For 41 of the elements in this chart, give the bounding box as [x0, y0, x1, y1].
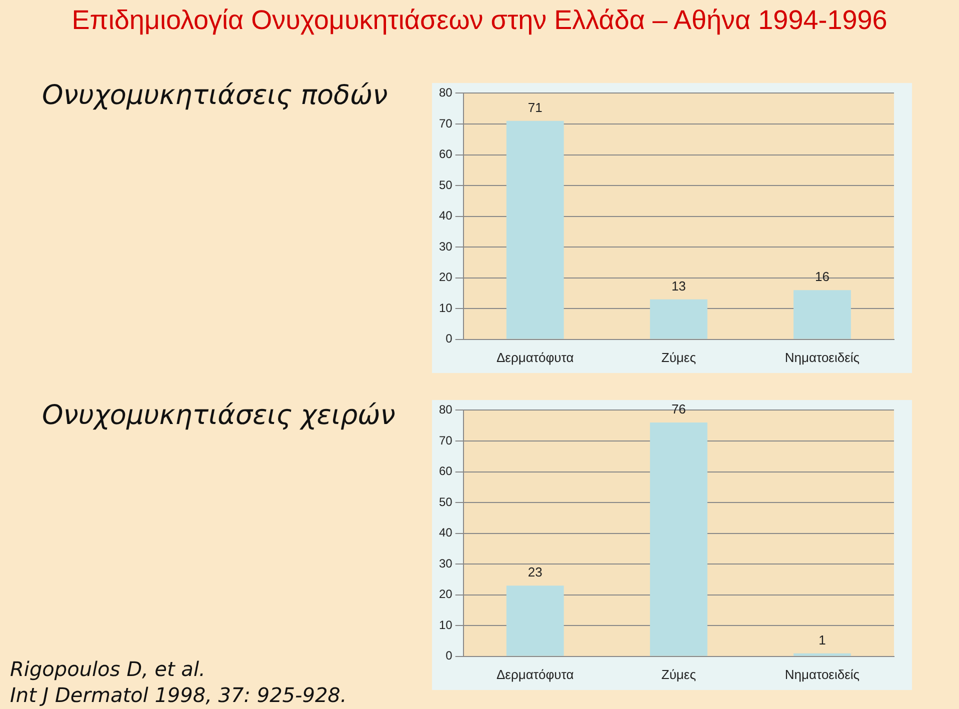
text: Ονυχομυκητιάσεις χειρών [42, 400, 396, 431]
data-label: 16 [814, 269, 830, 284]
data-label: 71 [528, 100, 542, 115]
bar [794, 290, 851, 339]
y-tick-label: 20 [438, 587, 453, 602]
y-tick-label: 20 [438, 270, 453, 284]
y-tick-label: 40 [438, 208, 453, 223]
data-label: 76 [671, 402, 686, 417]
text: Rigopoulos D, et al. [10, 656, 206, 682]
bar [650, 299, 708, 339]
data-label: 13 [671, 278, 686, 294]
text: Int J Dermatol 1998, 37: 925-928. [10, 682, 347, 708]
y-tick-label: 30 [438, 556, 453, 570]
bar [506, 586, 564, 656]
y-tick-label: 10 [438, 618, 453, 632]
data-label: 23 [528, 564, 542, 580]
bar [506, 120, 564, 339]
y-tick-label: 50 [438, 178, 453, 192]
x-tick-label: Δερματόφυτα [496, 350, 574, 365]
bar [794, 653, 851, 656]
text: Επιδημιολογία Ονυχομυκητιάσεων στην Ελλάδα – Αθήνα 1994-1996 [72, 5, 888, 35]
y-tick-label: 50 [438, 494, 453, 509]
y-tick-label: 60 [438, 464, 453, 478]
x-tick-label: Νηματοειδείς [784, 350, 860, 365]
y-tick-label: 0 [446, 332, 453, 346]
y-tick-label: 80 [438, 86, 453, 100]
x-tick-label: Ζύμες [661, 350, 696, 365]
x-tick-label: Νηματοειδείς [784, 666, 860, 682]
x-tick-label: Ζύμες [661, 666, 696, 682]
bar [650, 422, 708, 656]
y-tick-label: 60 [438, 147, 453, 162]
y-tick-label: 10 [438, 300, 453, 315]
x-tick-label: Δερματόφυτα [496, 666, 574, 682]
y-tick-label: 40 [438, 526, 453, 540]
y-tick-label: 80 [438, 402, 453, 417]
y-tick-label: 70 [438, 433, 453, 448]
text: Ονυχομυκητιάσεις ποδών [42, 80, 388, 111]
y-tick-label: 30 [438, 239, 453, 254]
data-label: 1 [818, 632, 826, 648]
y-tick-label: 0 [446, 648, 453, 663]
y-tick-label: 70 [438, 116, 453, 130]
